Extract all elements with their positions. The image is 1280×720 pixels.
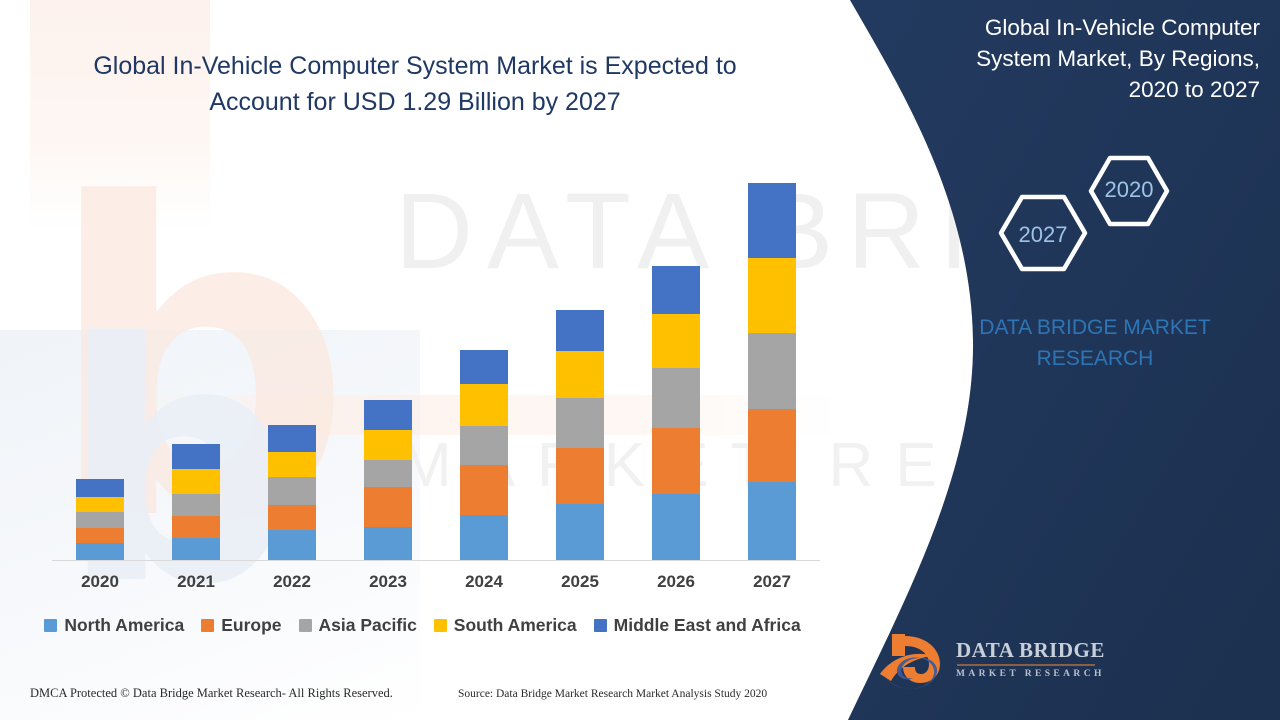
x-axis-label-2024: 2024 bbox=[465, 572, 503, 591]
chart-title: Global In-Vehicle Computer System Market… bbox=[93, 52, 737, 116]
legend-item-north-america[interactable]: North America bbox=[44, 615, 184, 636]
legend-swatch-icon bbox=[201, 619, 215, 632]
bar-segment-north-america bbox=[748, 482, 796, 560]
bar-segment-europe bbox=[76, 528, 124, 543]
legend-swatch-icon bbox=[44, 619, 58, 632]
bar-segment-asia-pacific bbox=[268, 477, 316, 505]
dbmr-logo-text: DATA BRIDGE MARKET RESEARCH bbox=[956, 638, 1105, 679]
bar-segment-middle-east-and-africa bbox=[268, 425, 316, 452]
bar-segment-north-america bbox=[76, 543, 124, 560]
footer-copyright: DMCA Protected © Data Bridge Market Rese… bbox=[30, 686, 393, 700]
legend-item-asia-pacific[interactable]: Asia Pacific bbox=[298, 615, 417, 636]
legend-label: North America bbox=[64, 615, 185, 635]
hexagon-label-2020: 2020 bbox=[1104, 177, 1154, 202]
bar-segment-north-america bbox=[652, 494, 700, 560]
bar-stack-2024 bbox=[460, 350, 508, 560]
bar-segment-north-america bbox=[172, 538, 220, 560]
panel-title: Global In-Vehicle Computer System Market… bbox=[976, 15, 1260, 102]
background-tint-warm bbox=[30, 0, 210, 230]
bar-segment-europe bbox=[556, 448, 604, 504]
bar-segment-south-america bbox=[556, 351, 604, 398]
bar-segment-north-america bbox=[556, 504, 604, 560]
bar-segment-middle-east-and-africa bbox=[556, 310, 604, 351]
x-axis-label-2021: 2021 bbox=[177, 572, 215, 591]
bar-segment-europe bbox=[460, 465, 508, 515]
bar-segment-europe bbox=[172, 516, 220, 538]
bar-segment-asia-pacific bbox=[748, 333, 796, 409]
hexagon-outlines bbox=[998, 155, 1170, 272]
bar-segment-south-america bbox=[364, 430, 412, 460]
bar-stack-2021 bbox=[172, 444, 220, 560]
legend-swatch-icon bbox=[298, 619, 312, 632]
bar-segment-europe bbox=[364, 487, 412, 527]
bar-stack-2022 bbox=[268, 425, 316, 560]
bar-segment-north-america bbox=[364, 527, 412, 560]
hexagon-label-2027: 2027 bbox=[1018, 222, 1068, 247]
legend-item-europe[interactable]: Europe bbox=[201, 615, 282, 636]
bar-segment-middle-east-and-africa bbox=[748, 183, 796, 258]
hexagon-badges: 2020 2027 bbox=[995, 145, 1180, 280]
bar-segment-south-america bbox=[460, 384, 508, 426]
bar-segment-europe bbox=[652, 428, 700, 494]
bar-stack-2020 bbox=[76, 479, 124, 560]
bar-segment-middle-east-and-africa bbox=[172, 444, 220, 469]
bar-segment-asia-pacific bbox=[172, 494, 220, 516]
bar-segment-asia-pacific bbox=[364, 460, 412, 487]
x-axis-label-2026: 2026 bbox=[657, 572, 695, 591]
dbmr-logo-mark bbox=[880, 634, 940, 689]
bar-segment-north-america bbox=[460, 515, 508, 560]
chart-plot-area bbox=[52, 150, 820, 560]
x-axis-label-2025: 2025 bbox=[561, 572, 599, 591]
panel-brand-text: DATA BRIDGE MARKET RESEARCH bbox=[979, 316, 1211, 370]
bar-stack-2027 bbox=[748, 183, 796, 560]
bar-segment-middle-east-and-africa bbox=[652, 266, 700, 314]
legend-label: South America bbox=[453, 615, 577, 635]
bar-segment-middle-east-and-africa bbox=[76, 479, 124, 497]
legend-swatch-icon bbox=[593, 619, 607, 632]
bar-segment-europe bbox=[748, 409, 796, 482]
legend-swatch-icon bbox=[433, 619, 447, 632]
x-axis-label-2022: 2022 bbox=[273, 572, 311, 591]
bar-segment-south-america bbox=[652, 314, 700, 368]
legend-label: Middle East and Africa bbox=[613, 615, 801, 635]
x-axis-label-2027: 2027 bbox=[753, 572, 791, 591]
dbmr-logo-name: DATA BRIDGE bbox=[956, 638, 1105, 662]
x-axis-label-2020: 2020 bbox=[81, 572, 119, 591]
bar-segment-middle-east-and-africa bbox=[460, 350, 508, 384]
bar-segment-south-america bbox=[748, 258, 796, 333]
bar-stack-2025 bbox=[556, 310, 604, 560]
chart-baseline bbox=[52, 560, 820, 561]
chart-x-axis: 2020 2021 2022 2023 2024 2025 2026 2027 bbox=[52, 572, 820, 602]
hexagon-2020-shape bbox=[1088, 155, 1170, 227]
bar-segment-south-america bbox=[172, 469, 220, 494]
bar-segment-south-america bbox=[76, 497, 124, 512]
dbmr-logo: DATA BRIDGE MARKET RESEARCH bbox=[878, 630, 1118, 700]
legend-label: Europe bbox=[221, 615, 282, 635]
bar-stack-2026 bbox=[652, 266, 700, 560]
panel-content: Global In-Vehicle Computer System Market… bbox=[930, 0, 1280, 720]
legend-label: Asia Pacific bbox=[318, 615, 417, 635]
bar-segment-asia-pacific bbox=[76, 512, 124, 528]
bar-stack-2023 bbox=[364, 400, 412, 560]
legend-item-middle-east-and-africa[interactable]: Middle East and Africa bbox=[593, 615, 801, 636]
bar-segment-europe bbox=[268, 505, 316, 530]
footer-source: Source: Data Bridge Market Research Mark… bbox=[458, 688, 768, 700]
legend-item-south-america[interactable]: South America bbox=[433, 615, 577, 636]
bar-segment-middle-east-and-africa bbox=[364, 400, 412, 430]
bar-segment-asia-pacific bbox=[556, 398, 604, 448]
dbmr-logo-rule bbox=[957, 664, 1095, 666]
bar-segment-north-america bbox=[268, 530, 316, 560]
bar-segment-south-america bbox=[268, 452, 316, 477]
x-axis-label-2023: 2023 bbox=[369, 572, 407, 591]
bar-segment-asia-pacific bbox=[460, 426, 508, 465]
hexagon-2027-shape bbox=[998, 194, 1088, 272]
chart-legend: North America Europe Asia Pacific South Ame… bbox=[0, 615, 845, 636]
dbmr-logo-tagline: MARKET RESEARCH bbox=[956, 668, 1105, 679]
bar-segment-asia-pacific bbox=[652, 368, 700, 428]
